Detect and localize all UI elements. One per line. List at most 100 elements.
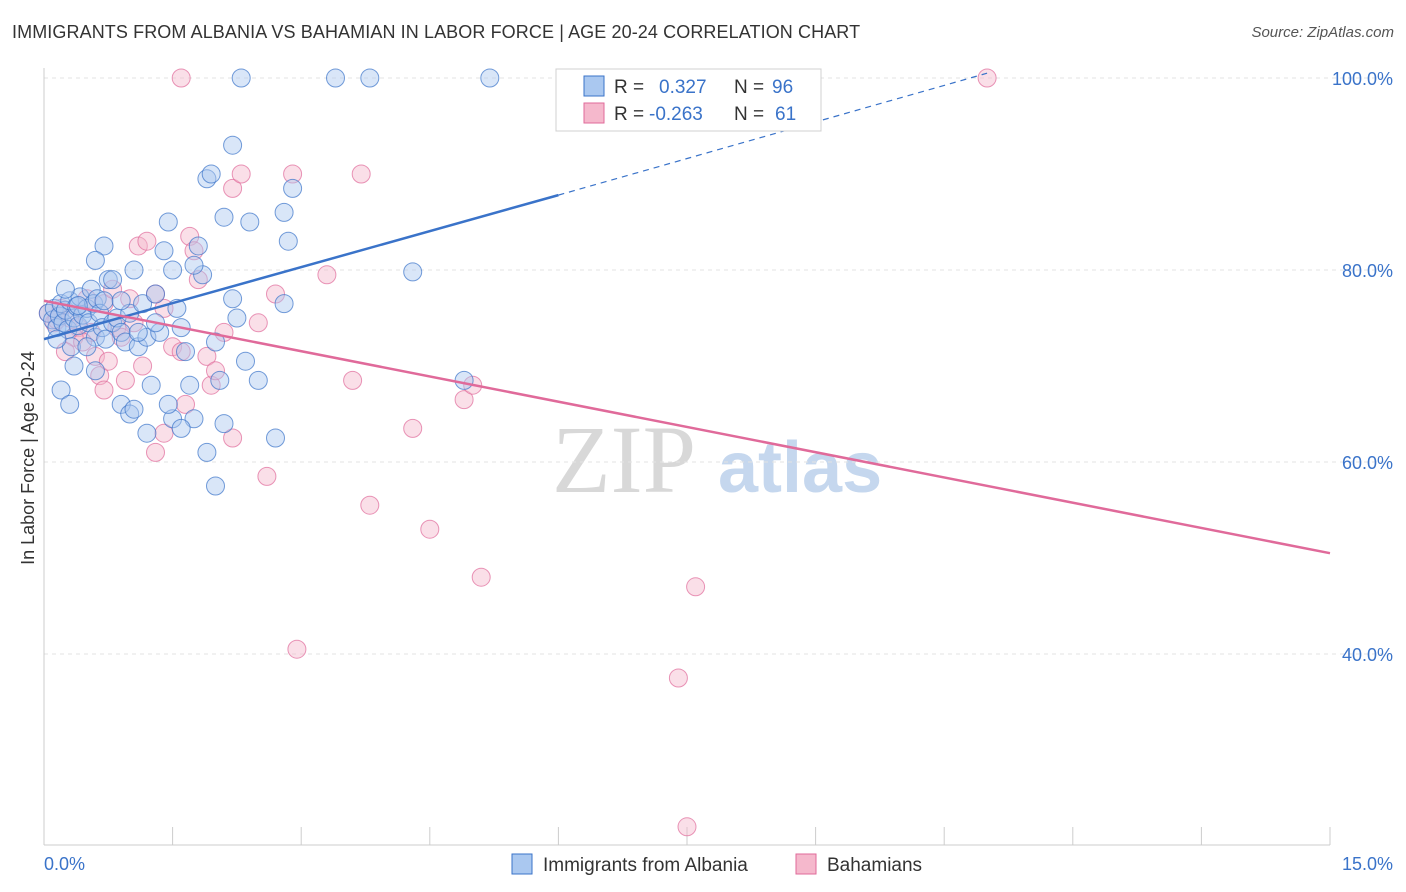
y-tick-labels: 100.0% 80.0% 60.0% 40.0%: [1332, 69, 1393, 665]
x-tick-label: 0.0%: [44, 854, 85, 874]
watermark: ZIP atlas: [552, 406, 882, 513]
stats-n-value-albania: 96: [772, 77, 793, 98]
bahamians-point: [146, 442, 165, 462]
albania-point: [210, 370, 230, 390]
y-tick-label: 40.0%: [1342, 645, 1393, 665]
albania-trend-line: [43, 193, 559, 341]
bahamians-point: [360, 495, 380, 515]
albania-point: [171, 418, 191, 438]
bahamians-point: [677, 817, 697, 837]
bahamians-point: [163, 337, 183, 357]
albania-point: [146, 284, 165, 304]
bahamians-point: [223, 428, 243, 448]
albania-point: [85, 250, 105, 270]
albania-point: [248, 370, 268, 390]
bahamians-point: [420, 519, 440, 539]
albania-point: [223, 135, 243, 155]
bahamians-point: [98, 351, 118, 371]
albania-point: [214, 207, 234, 227]
albania-point: [137, 327, 157, 347]
albania-point: [283, 178, 303, 198]
bahamians-point: [171, 68, 191, 88]
albania-point: [240, 212, 260, 232]
bahamians-point: [94, 380, 114, 400]
legend-swatch-albania: [511, 853, 533, 875]
albania-point: [206, 476, 225, 496]
albania-point: [176, 342, 195, 362]
bahamians-point: [171, 342, 191, 362]
stats-n-label-albania: N =: [734, 77, 764, 98]
bahamians-point: [128, 236, 148, 256]
bahamians-point: [686, 577, 706, 597]
stats-r-value-albania: 0.327: [659, 77, 707, 98]
stats-legend-swatch-bahamians: [583, 102, 605, 124]
bahamians-point: [248, 313, 268, 333]
albania-point: [158, 212, 178, 232]
albania-point: [87, 289, 107, 309]
albania-point: [124, 260, 144, 280]
albania-point: [60, 394, 80, 414]
stats-legend: R = 0.327 N = 96 R = -0.263 N = 61: [555, 68, 822, 132]
bahamians-point: [668, 668, 688, 688]
albania-point: [184, 255, 204, 275]
x-tick-label: 15.0%: [1342, 854, 1393, 874]
stats-legend-swatch-albania: [583, 75, 605, 97]
albania-point: [227, 308, 247, 328]
albania-point: [403, 262, 423, 282]
albania-point: [94, 291, 114, 311]
legend-label-albania: Immigrants from Albania: [543, 855, 748, 876]
trend-lines: [43, 72, 1331, 555]
albania-point: [278, 231, 298, 251]
albania-point: [163, 260, 183, 280]
bahamians-point: [283, 164, 303, 184]
albania-point: [51, 380, 71, 400]
albania-point: [94, 236, 114, 256]
albania-point: [326, 68, 345, 88]
albania-point: [184, 409, 204, 429]
axes: [43, 68, 1331, 846]
bahamians-point: [154, 423, 174, 443]
source-label: Source: ZipAtlas.com: [1251, 24, 1394, 41]
bahamians-point: [197, 346, 217, 366]
albania-point: [111, 322, 131, 342]
stats-r-value-bahamians: -0.263: [649, 104, 703, 125]
stats-n-label-bahamians: N =: [734, 104, 764, 125]
albania-point: [55, 279, 75, 299]
albania-point: [98, 270, 118, 290]
y-tick-label: 60.0%: [1342, 453, 1393, 473]
albania-point: [77, 337, 97, 357]
albania-point: [360, 68, 380, 88]
legend-label-bahamians: Bahamians: [827, 855, 922, 876]
bahamians-point: [471, 567, 491, 587]
watermark-zip: ZIP: [552, 406, 696, 513]
bahamians-point: [343, 370, 363, 390]
bahamians-point: [403, 418, 423, 438]
bahamians-point: [454, 390, 474, 410]
albania-point: [274, 294, 294, 314]
albania-point: [124, 399, 144, 419]
albania-point: [236, 351, 255, 371]
y-tick-label: 100.0%: [1332, 69, 1393, 89]
albania-point: [480, 68, 500, 88]
bahamians-point: [206, 361, 225, 381]
y-axis-title: In Labor Force | Age 20-24: [18, 351, 38, 565]
data-points: [38, 68, 997, 837]
bottom-legend: Immigrants from Albania Bahamians: [511, 853, 922, 876]
x-tick-labels: 0.0% 15.0%: [44, 854, 1393, 874]
stats-n-value-bahamians: 61: [775, 104, 796, 125]
stats-r-label-bahamians: R =: [614, 104, 644, 125]
albania-trend-extension: [558, 72, 988, 196]
bahamians-point: [977, 68, 997, 88]
bahamians-point: [231, 164, 251, 184]
bahamians-point: [137, 231, 157, 251]
albania-point: [85, 361, 105, 381]
stats-r-label-albania: R =: [614, 77, 644, 98]
bahamians-point: [287, 639, 307, 659]
albania-point: [154, 241, 174, 261]
y-tick-label: 80.0%: [1342, 261, 1393, 281]
albania-point: [206, 332, 225, 352]
bahamians-point: [115, 370, 135, 390]
bahamians-point: [176, 394, 195, 414]
albania-point: [128, 322, 148, 342]
